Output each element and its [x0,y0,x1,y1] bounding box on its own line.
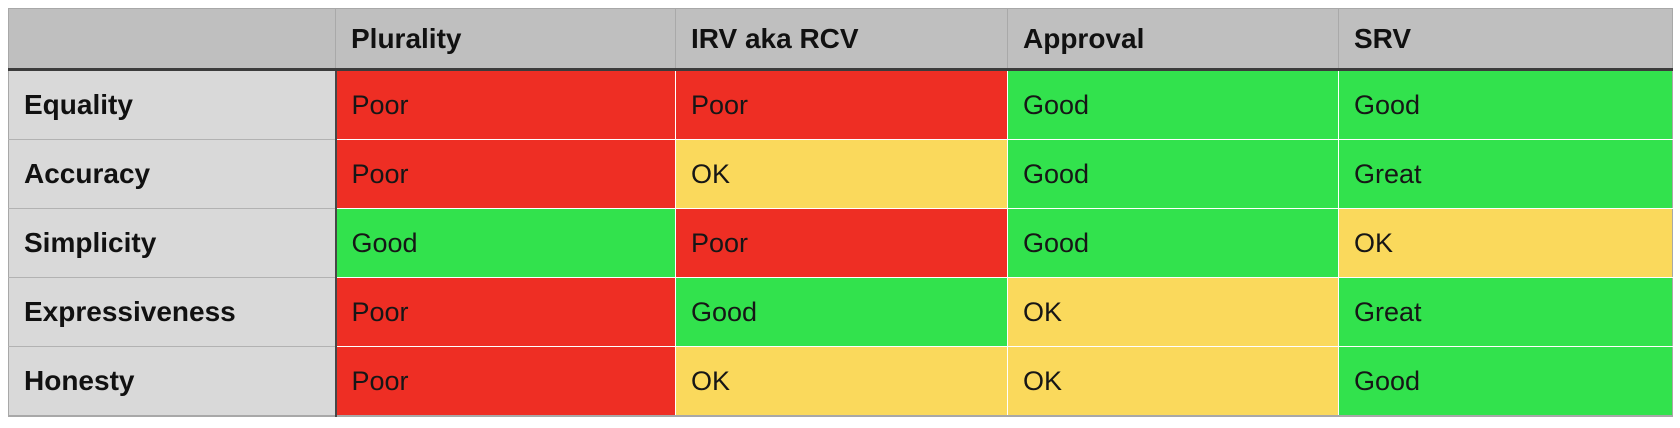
rating-cell: Good [1338,69,1673,140]
rating-cell: Poor [335,346,676,416]
comparison-table-container: Plurality IRV aka RCV Approval SRV Equal… [8,8,1673,417]
rating-cell: Good [1007,69,1339,140]
rating-cell: OK [1338,208,1673,278]
table-row-simplicity: Simplicity Good Poor Good OK [8,208,1673,278]
rating-cell: Poor [335,139,676,209]
header-row: Plurality IRV aka RCV Approval SRV [8,8,1673,71]
rating-cell: Poor [675,69,1008,140]
rating-cell: Poor [675,208,1008,278]
rating-cell: Poor [335,69,676,140]
rating-cell: Good [1007,139,1339,209]
row-label-simplicity: Simplicity [8,208,337,278]
header-cell-approval: Approval [1007,8,1339,71]
header-cell-srv: SRV [1338,8,1673,71]
rating-cell: Great [1338,139,1673,209]
voting-methods-comparison-table: Plurality IRV aka RCV Approval SRV Equal… [8,8,1673,417]
row-label-honesty: Honesty [8,346,337,416]
rating-cell: OK [675,346,1008,416]
row-label-expressiveness: Expressiveness [8,277,337,347]
table-body: Equality Poor Poor Good Good Accuracy Po… [8,69,1673,416]
rating-cell: Good [1338,346,1673,416]
header-cell-irv-rcv: IRV aka RCV [675,8,1008,71]
rating-cell: Good [675,277,1008,347]
rating-cell: OK [1007,277,1339,347]
header-cell-plurality: Plurality [335,8,676,71]
rating-cell: OK [675,139,1008,209]
rating-cell: Good [1007,208,1339,278]
rating-cell: Good [335,208,676,278]
rating-cell: Poor [335,277,676,347]
row-label-accuracy: Accuracy [8,139,337,209]
table-row-expressiveness: Expressiveness Poor Good OK Great [8,277,1673,347]
table-row-accuracy: Accuracy Poor OK Good Great [8,139,1673,209]
rating-cell: OK [1007,346,1339,416]
rating-cell: Great [1338,277,1673,347]
table-row-equality: Equality Poor Poor Good Good [8,69,1673,140]
table-header: Plurality IRV aka RCV Approval SRV [8,8,1673,71]
table-row-honesty: Honesty Poor OK OK Good [8,346,1673,416]
header-cell-criteria [8,8,336,71]
row-label-equality: Equality [8,69,337,140]
